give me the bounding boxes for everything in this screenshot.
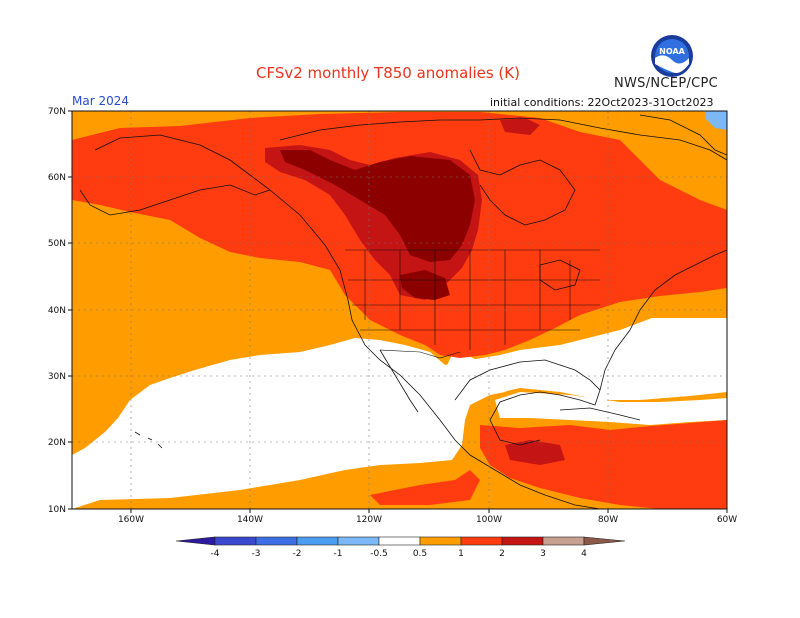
anomaly-maroon-region <box>280 150 475 262</box>
legend-label: -4 <box>211 549 220 559</box>
lon-label: 80W <box>598 515 618 525</box>
hudson-bay-coast <box>469 149 576 226</box>
lon-label: 160W <box>118 515 144 525</box>
legend-label: -1 <box>334 549 343 559</box>
legend-swatch <box>460 536 503 546</box>
legend-label: 3 <box>540 549 546 559</box>
legend-swatch <box>583 536 626 546</box>
chart-title: CFSv2 monthly T850 anomalies (K) <box>256 64 520 82</box>
legend-label: 0.5 <box>413 549 427 559</box>
lat-label: 60N <box>48 173 66 183</box>
lat-label: 40N <box>48 306 66 316</box>
lon-label: 120W <box>356 515 382 525</box>
legend-swatch <box>255 536 298 546</box>
lat-label: 70N <box>48 107 66 117</box>
pacific-coast <box>269 189 601 509</box>
lat-label: 20N <box>48 438 66 448</box>
initial-conditions-label: initial conditions: 22Oct2023-31Oct2023 <box>490 96 714 109</box>
longitude-labels: 160W 140W 120W 100W 80W 60W <box>118 515 737 525</box>
hawaii-islands <box>134 431 163 449</box>
legend-swatch <box>175 536 216 546</box>
legend-swatch <box>378 536 421 546</box>
lat-label: 50N <box>48 239 66 249</box>
greenland-coast <box>639 114 727 156</box>
baja-coast <box>379 349 419 413</box>
lon-label: 100W <box>476 515 502 525</box>
atlantic-coast <box>599 249 727 391</box>
legend-label: 1 <box>458 549 464 559</box>
legend-swatch <box>419 536 462 546</box>
lon-label: 140W <box>237 515 263 525</box>
valid-month-label: Mar 2024 <box>72 94 129 108</box>
legend-label: -2 <box>293 549 302 559</box>
legend-label: -0.5 <box>370 549 388 559</box>
color-bar: -4 -3 -2 -1 -0.5 0.5 1 2 3 4 <box>175 536 626 559</box>
gulf-coast <box>454 359 601 446</box>
noaa-logo: NOAA <box>651 35 693 77</box>
legend-label: 2 <box>499 549 505 559</box>
legend-swatch <box>296 536 339 546</box>
noaa-logo-text: NOAA <box>659 47 685 56</box>
legend-label: 4 <box>581 549 587 559</box>
graticule <box>72 111 727 509</box>
alaska-coast <box>79 134 271 216</box>
legend-swatch <box>501 536 544 546</box>
legend-swatch <box>214 536 257 546</box>
legend-swatch <box>337 536 380 546</box>
lon-label: 60W <box>717 515 737 525</box>
lat-label: 10N <box>48 505 66 515</box>
agency-label: NWS/NCEP/CPC <box>614 76 719 91</box>
legend-swatch <box>542 536 585 546</box>
cuba-coast <box>559 407 641 421</box>
arctic-coast <box>279 117 727 161</box>
legend-label: -3 <box>252 549 261 559</box>
lat-label: 30N <box>48 372 66 382</box>
latitude-labels: 70N 60N 50N 40N 30N 20N 10N <box>48 107 66 515</box>
anomaly-field <box>72 111 727 509</box>
